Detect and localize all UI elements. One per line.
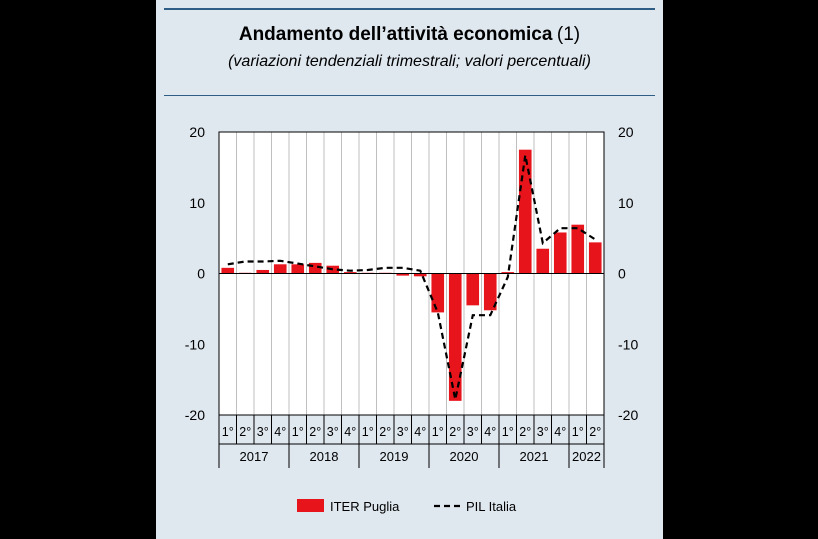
bar-iter-puglia <box>413 273 427 277</box>
quarter-label: 4° <box>484 425 496 439</box>
bar-iter-puglia <box>536 248 550 274</box>
y-tick-label-right: -20 <box>618 407 638 423</box>
year-label: 2017 <box>240 449 269 464</box>
quarter-label: 1° <box>362 425 374 439</box>
quarter-label: 3° <box>467 425 479 439</box>
quarter-label: 1° <box>572 425 584 439</box>
y-tick-label-left: 20 <box>189 124 205 140</box>
quarter-label: 2° <box>309 425 321 439</box>
quarter-label: 2° <box>589 425 601 439</box>
chart-title: Andamento dell’attività economica <box>238 24 553 45</box>
line-pil-italia <box>227 155 596 400</box>
chart-subtitle: (variazioni tendenziali trimestrali; val… <box>228 53 591 70</box>
quarter-label: 4° <box>274 425 286 439</box>
y-tick-label-left: 10 <box>189 195 205 211</box>
quarter-label: 1° <box>432 425 444 439</box>
y-tick-label-right: 10 <box>618 195 634 211</box>
quarter-label: 4° <box>414 425 426 439</box>
bar-iter-puglia <box>291 264 305 274</box>
chart-title-note: (1) <box>556 24 581 45</box>
bar-iter-puglia <box>466 273 480 306</box>
bar-iter-puglia <box>308 262 322 274</box>
legend-swatch-iter-puglia <box>297 499 324 512</box>
bar-iter-puglia <box>571 224 585 274</box>
quarter-label: 1° <box>502 425 514 439</box>
year-label: 2022 <box>572 449 601 464</box>
quarter-label: 4° <box>554 425 566 439</box>
quarter-label: 4° <box>344 425 356 439</box>
bar-iter-puglia <box>553 232 567 274</box>
y-tick-label-left: -20 <box>185 407 205 423</box>
bar-iter-puglia <box>221 267 235 274</box>
bar-iter-puglia <box>256 269 270 274</box>
chart-title-block: Andamento dell’attività economica (1) <box>156 24 663 46</box>
bar-iter-puglia <box>431 273 445 313</box>
bar-iter-puglia <box>343 272 357 274</box>
quarter-label: 3° <box>257 425 269 439</box>
year-label: 2020 <box>450 449 479 464</box>
quarter-label: 3° <box>327 425 339 439</box>
top-rule <box>164 8 655 10</box>
legend-label-pil-italia: PIL Italia <box>466 499 517 514</box>
legend-label-iter-puglia: ITER Puglia <box>330 499 400 514</box>
quarter-label: 1° <box>222 425 234 439</box>
bar-iter-puglia <box>273 264 287 274</box>
y-tick-label-left: 0 <box>197 266 205 282</box>
bar-iter-puglia <box>501 272 515 274</box>
quarter-label: 2° <box>519 425 531 439</box>
quarter-label: 2° <box>239 425 251 439</box>
y-tick-label-left: -10 <box>185 336 205 352</box>
quarter-label: 3° <box>397 425 409 439</box>
bar-iter-puglia <box>448 273 462 401</box>
bar-iter-puglia <box>483 273 497 311</box>
year-label: 2019 <box>380 449 409 464</box>
y-tick-label-right: 0 <box>618 266 626 282</box>
quarter-label: 3° <box>537 425 549 439</box>
bar-iter-puglia <box>518 149 532 274</box>
quarter-label: 2° <box>379 425 391 439</box>
quarter-label: 1° <box>292 425 304 439</box>
quarter-label: 2° <box>449 425 461 439</box>
y-tick-label-right: 20 <box>618 124 634 140</box>
title-separator <box>164 95 655 96</box>
year-label: 2021 <box>520 449 549 464</box>
y-tick-label-right: -10 <box>618 336 638 352</box>
year-label: 2018 <box>310 449 339 464</box>
bar-iter-puglia <box>588 242 602 274</box>
bar-iter-puglia <box>396 273 410 276</box>
